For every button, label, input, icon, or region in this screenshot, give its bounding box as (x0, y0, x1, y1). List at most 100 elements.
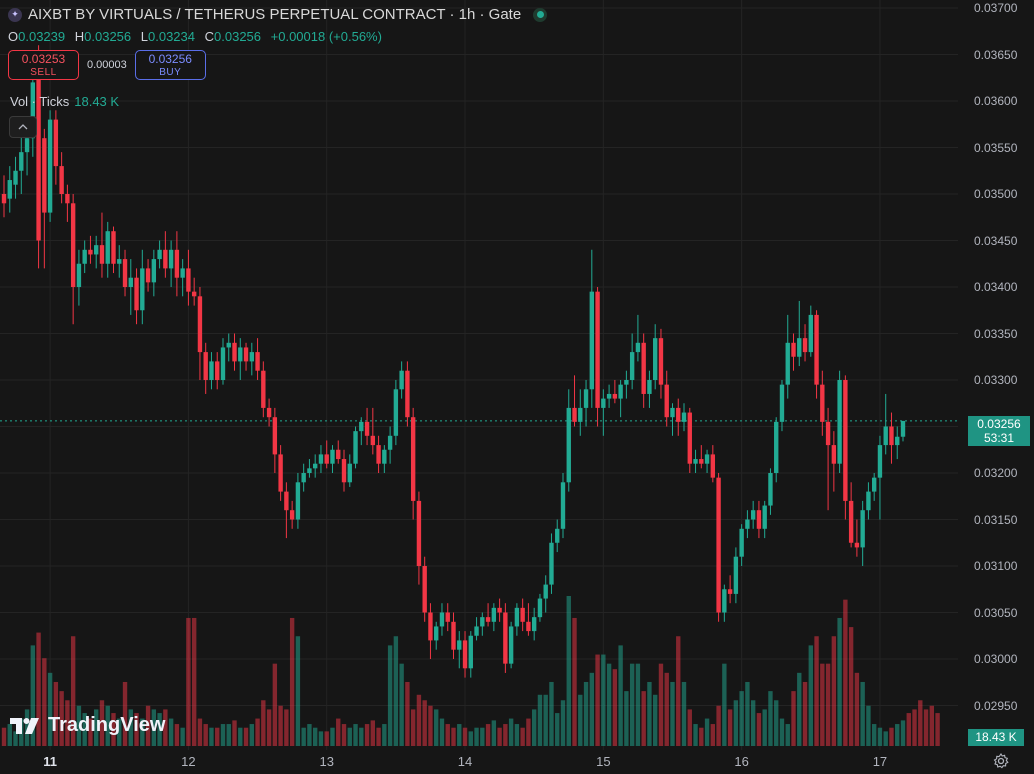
volume-bar (889, 727, 894, 746)
candle (445, 603, 450, 632)
candle (451, 612, 456, 659)
volume-legend[interactable]: Vol · Ticks 18.43 K (10, 94, 119, 109)
candle-body (47, 119, 53, 213)
candle (601, 389, 606, 436)
candle (157, 240, 162, 269)
gear-icon[interactable] (992, 752, 1010, 770)
candle (59, 152, 64, 204)
candle-body (699, 459, 704, 464)
candle-body (186, 268, 191, 292)
candle-body (727, 589, 733, 594)
candle-body (549, 542, 554, 585)
price-tick-label: 0.03700 (974, 1, 1018, 15)
candle (514, 603, 520, 636)
volume-bar (284, 709, 289, 746)
candle-body (324, 454, 329, 464)
price-tick-label: 0.03500 (974, 187, 1018, 201)
volume-bar (88, 718, 93, 746)
candle (53, 110, 59, 185)
volume-bar (485, 724, 491, 746)
symbol-title[interactable]: AIXBT BY VIRTUALS / TETHERUS PERPETUAL C… (28, 6, 522, 23)
volume-bar (1, 727, 7, 746)
sell-button[interactable]: 0.03253 SELL (8, 50, 79, 80)
candle-body (520, 607, 525, 622)
candle (843, 375, 848, 520)
price-tick-label: 0.03100 (974, 559, 1018, 573)
candle-body (330, 449, 335, 464)
candle (543, 575, 548, 613)
tradingview-logo[interactable]: TradingView (10, 714, 165, 737)
volume-bar (572, 617, 577, 746)
volume-bar (261, 700, 266, 746)
volume-bar (295, 636, 301, 746)
volume-bar (474, 727, 479, 746)
candle (278, 445, 283, 501)
volume-bars (1, 596, 940, 746)
candle (439, 603, 445, 636)
aixbt-symbol-icon: ✦ (8, 7, 22, 22)
candle (785, 314, 790, 399)
candle (284, 482, 289, 539)
time-axis[interactable]: 11 12 13 14 15 16 17 (0, 750, 958, 774)
candle-body (180, 268, 185, 278)
candle-body (122, 259, 128, 287)
price-chart[interactable] (0, 0, 958, 750)
candle-body (566, 407, 571, 483)
volume-bar (140, 718, 145, 746)
candle (191, 277, 197, 306)
time-tick-label: 13 (319, 754, 334, 769)
price-tick-label: 0.03550 (974, 140, 1018, 155)
price-axis[interactable]: 0.03700 0.03650 0.03600 0.03550 0.03500 0.034… (958, 0, 1034, 750)
candle (243, 342, 249, 371)
volume-bar (94, 709, 99, 746)
candle (693, 449, 698, 473)
candle (468, 631, 473, 678)
high-value: 0.03256 (84, 29, 132, 44)
market-open-dot-icon (533, 7, 548, 22)
candle (128, 259, 133, 315)
buy-button[interactable]: 0.03256 BUY (134, 50, 206, 80)
candle-body (802, 338, 808, 353)
close-value: 0.03256 (214, 29, 262, 44)
candle-body (595, 291, 600, 408)
candle (163, 231, 168, 278)
volume-bar (883, 731, 888, 746)
volume-bar (497, 727, 502, 746)
candle-body (393, 389, 399, 436)
candle-body (883, 426, 888, 446)
ohlc-values: O0.03239 H0.03256 L0.03234 C0.03256 +0.0… (8, 29, 547, 44)
candle (727, 575, 733, 604)
collapse-legend-button[interactable] (9, 116, 37, 138)
symbol-title-row[interactable]: ✦ AIXBT BY VIRTUALS / TETHERUS PERPETUAL… (8, 6, 548, 23)
last-price-label: 0.03256 53:31 (968, 416, 1030, 446)
volume-bar (434, 709, 439, 746)
volume-bar (186, 617, 191, 746)
volume-bar (330, 727, 335, 746)
volume-bar (566, 596, 571, 746)
candle-body (70, 203, 76, 287)
candle (808, 305, 813, 357)
volume-bar (531, 709, 537, 746)
candle-body (30, 82, 36, 139)
candle-body (693, 459, 698, 464)
volume-bar (301, 727, 306, 746)
candle-body (36, 77, 41, 241)
volume-bar (825, 663, 831, 746)
candle-body (238, 347, 243, 362)
high-label: H (74, 29, 85, 44)
candle (434, 621, 439, 650)
volume-bar (151, 709, 157, 746)
volume-bar (117, 718, 122, 746)
volume-bar (249, 724, 254, 746)
volume-bar (168, 718, 174, 746)
candle-body (871, 477, 877, 492)
candle-body (814, 314, 819, 385)
candle-body (606, 393, 612, 399)
volume-bar (468, 731, 473, 746)
candle-body (848, 500, 854, 543)
volume-bar (906, 713, 911, 746)
volume-bar (399, 663, 404, 746)
candle-body (226, 342, 231, 348)
volume-bar (76, 705, 82, 746)
candle (209, 352, 214, 390)
